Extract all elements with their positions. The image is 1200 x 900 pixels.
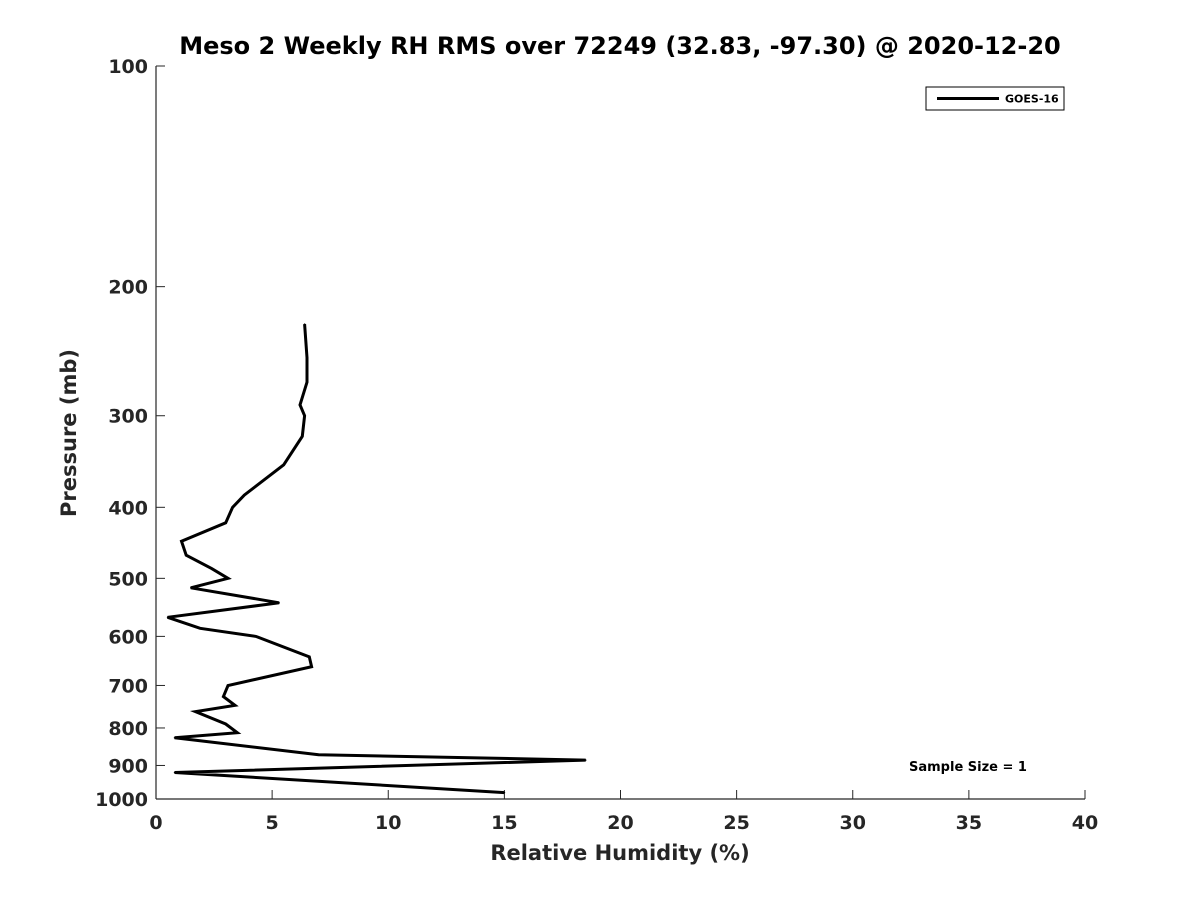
y-tick-label: 1000 <box>95 789 148 811</box>
x-axis-ticks: 0 5 10 15 20 25 30 35 40 <box>149 790 1098 834</box>
data-point <box>185 554 187 557</box>
data-point <box>227 577 229 580</box>
data-point <box>584 759 587 761</box>
data-point <box>317 753 320 756</box>
chart-title: Meso 2 Weekly RH RMS over 72249 (32.83, … <box>179 32 1061 60</box>
legend-label-goes-16: GOES-16 <box>1005 93 1059 106</box>
y-tick-label: 300 <box>108 406 148 428</box>
data-point <box>234 704 236 707</box>
data-point <box>224 522 227 524</box>
x-tick-label: 15 <box>491 812 517 834</box>
data-point <box>243 494 246 496</box>
legend: GOES-16 <box>925 86 1065 111</box>
data-point <box>236 731 239 734</box>
x-tick-label: 0 <box>149 812 162 834</box>
sample-size-annotation: Sample Size = 1 <box>909 760 1027 775</box>
x-tick-label: 40 <box>1072 812 1098 834</box>
data-point <box>222 695 225 698</box>
x-tick-label: 5 <box>266 812 279 834</box>
data-point <box>231 506 234 509</box>
x-tick-label: 10 <box>375 812 401 834</box>
data-point <box>308 656 311 658</box>
data-point <box>210 567 213 570</box>
y-axis-ticks: 100 200 300 400 500 600 700 800 900 1000 <box>95 56 165 811</box>
y-tick-label: 800 <box>108 718 148 740</box>
data-point <box>299 404 301 406</box>
y-tick-label: 400 <box>108 497 148 519</box>
data-point <box>301 435 304 438</box>
data-point <box>303 414 306 417</box>
data-point <box>255 635 257 638</box>
series-points <box>166 323 587 794</box>
x-tick-label: 30 <box>840 812 866 834</box>
data-point <box>180 540 183 543</box>
y-tick-label: 900 <box>108 755 148 777</box>
data-point <box>282 464 285 466</box>
x-tick-label: 35 <box>956 812 982 834</box>
x-tick-label: 20 <box>607 812 633 834</box>
data-point <box>199 627 201 630</box>
data-point <box>224 723 227 725</box>
y-tick-label: 500 <box>108 568 148 590</box>
data-point <box>173 736 176 739</box>
axes <box>155 66 1085 800</box>
series-line-goes-16 <box>167 323 586 795</box>
data-point <box>278 602 280 604</box>
x-tick-label: 25 <box>723 812 749 834</box>
data-point <box>227 684 229 687</box>
y-tick-label: 100 <box>108 56 148 78</box>
x-axis-label: Relative Humidity (%) <box>490 841 749 865</box>
data-point <box>310 665 313 668</box>
data-point <box>306 381 308 383</box>
data-point <box>194 710 197 713</box>
data-point <box>173 771 176 774</box>
data-point <box>190 586 192 589</box>
data-point <box>306 356 308 359</box>
y-tick-label: 700 <box>108 675 148 697</box>
y-tick-label: 600 <box>108 626 148 648</box>
data-point <box>166 616 169 619</box>
y-tick-label: 200 <box>108 277 148 299</box>
data-point <box>503 791 506 794</box>
y-axis-label: Pressure (mb) <box>57 349 81 517</box>
data-point <box>303 323 306 325</box>
